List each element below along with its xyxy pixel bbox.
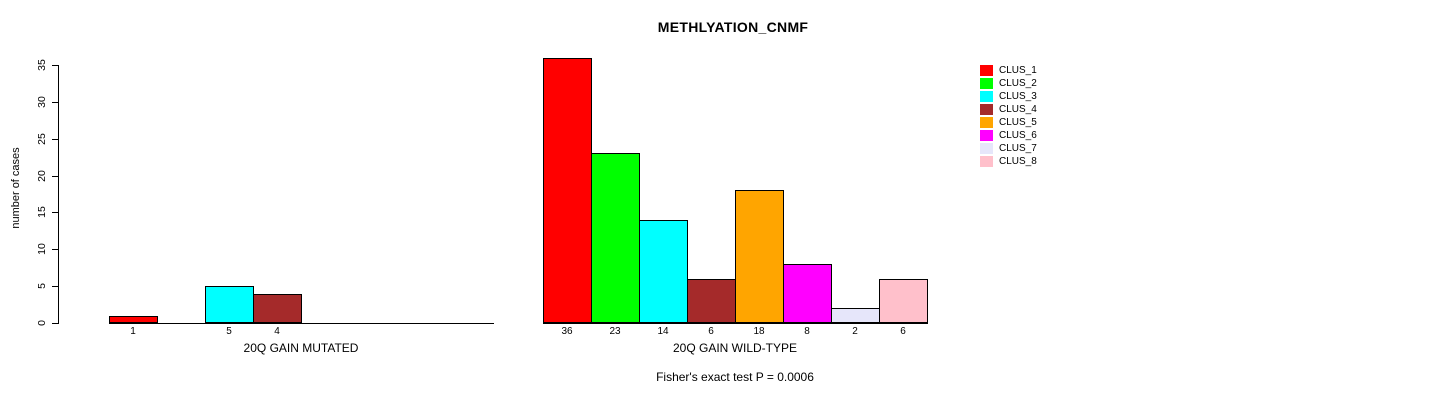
bar-value-label: 36 (561, 326, 573, 337)
bar-value-label: 6 (900, 326, 906, 337)
y-tick-label: 10 (36, 243, 48, 255)
legend-swatch (980, 143, 993, 154)
y-tick-mark (52, 102, 58, 103)
legend-row: CLUS_1 (980, 64, 1037, 77)
bar-CLUS_4 (687, 279, 736, 323)
bar-CLUS_4 (253, 294, 302, 323)
y-tick-label: 25 (36, 133, 48, 145)
bar-value-label: 18 (753, 326, 765, 337)
legend-swatch (980, 65, 993, 76)
bar-CLUS_1 (543, 58, 592, 323)
bar-CLUS_3 (205, 286, 254, 323)
bar-CLUS_8 (879, 279, 928, 323)
legend-row: CLUS_2 (980, 77, 1037, 90)
y-axis-line (58, 65, 59, 324)
y-tick-label: 0 (36, 320, 48, 326)
group-label: 20Q GAIN MUTATED (243, 341, 359, 355)
y-tick-mark (52, 176, 58, 177)
legend-label: CLUS_2 (999, 78, 1037, 89)
y-tick-mark (52, 249, 58, 250)
legend-swatch (980, 104, 993, 115)
y-tick-label: 5 (36, 283, 48, 289)
legend-label: CLUS_7 (999, 143, 1037, 154)
y-tick-mark (52, 65, 58, 66)
y-tick-mark (52, 139, 58, 140)
y-tick-label: 35 (36, 59, 48, 71)
legend-swatch (980, 78, 993, 89)
y-axis-label: number of cases (10, 147, 22, 229)
legend-label: CLUS_4 (999, 104, 1037, 115)
bar-value-label: 23 (609, 326, 621, 337)
legend-label: CLUS_3 (999, 91, 1037, 102)
bar-value-label: 5 (226, 326, 232, 337)
legend-row: CLUS_8 (980, 155, 1037, 168)
y-tick-mark (52, 286, 58, 287)
legend-row: CLUS_4 (980, 103, 1037, 116)
legend-row: CLUS_6 (980, 129, 1037, 142)
bar-CLUS_5 (735, 190, 784, 323)
x-axis-line (543, 323, 928, 324)
fisher-test-annotation: Fisher's exact test P = 0.0006 (656, 370, 814, 384)
legend-label: CLUS_5 (999, 117, 1037, 128)
x-axis-line (109, 323, 494, 324)
y-tick-label: 15 (36, 206, 48, 218)
group-label: 20Q GAIN WILD-TYPE (672, 341, 798, 355)
y-tick-label: 20 (36, 170, 48, 182)
legend-label: CLUS_8 (999, 156, 1037, 167)
legend-swatch (980, 117, 993, 128)
bar-CLUS_2 (591, 153, 640, 323)
legend-label: CLUS_1 (999, 65, 1037, 76)
bar-value-label: 4 (274, 326, 280, 337)
bar-value-label: 6 (708, 326, 714, 337)
chart-title: METHLYATION_CNMF (657, 19, 809, 35)
legend-swatch (980, 91, 993, 102)
legend: CLUS_1 CLUS_2 CLUS_3 CLUS_4 CLUS_5 CLUS_6 CLUS… (980, 64, 1037, 168)
bar-value-label: 14 (657, 326, 669, 337)
bar-value-label: 1 (130, 326, 136, 337)
bar-value-label: 8 (804, 326, 810, 337)
bar-CLUS_1 (109, 316, 158, 323)
legend-swatch (980, 130, 993, 141)
bar-CLUS_7 (831, 308, 880, 323)
y-tick-label: 30 (36, 96, 48, 108)
bar-value-label: 2 (852, 326, 858, 337)
legend-row: CLUS_7 (980, 142, 1037, 155)
legend-row: CLUS_5 (980, 116, 1037, 129)
y-tick-mark (52, 323, 58, 324)
bar-CLUS_6 (783, 264, 832, 323)
y-tick-mark (52, 212, 58, 213)
legend-swatch (980, 156, 993, 167)
bar-CLUS_3 (639, 220, 688, 323)
legend-label: CLUS_6 (999, 130, 1037, 141)
legend-row: CLUS_3 (980, 90, 1037, 103)
